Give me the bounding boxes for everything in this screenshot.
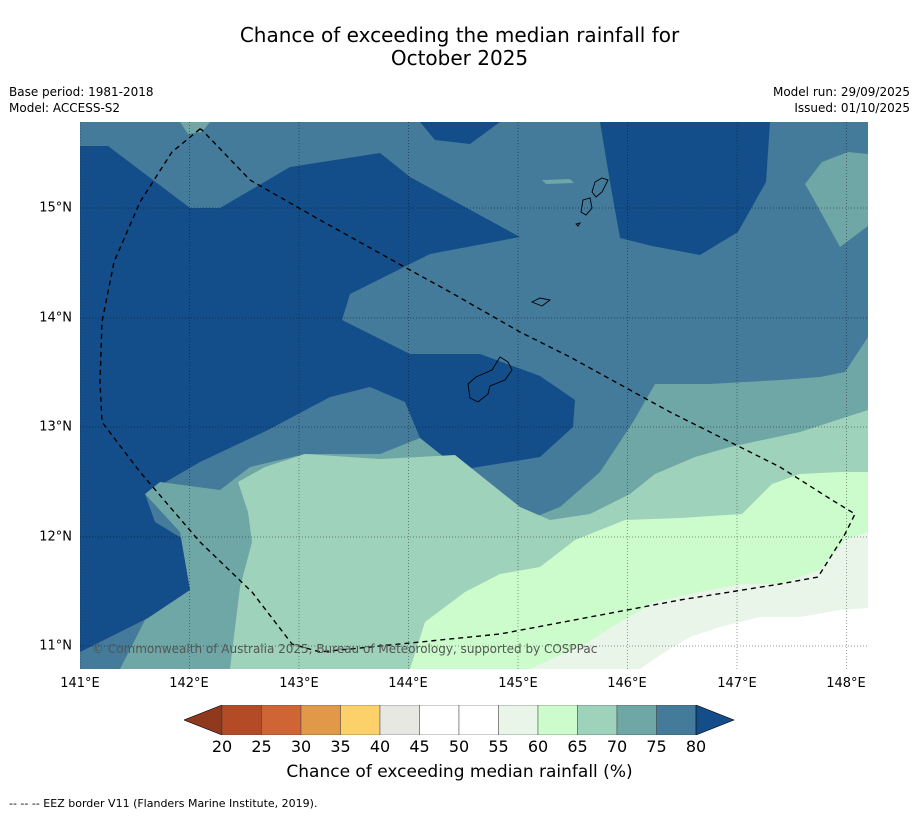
colorbar-label: 45 bbox=[409, 737, 430, 756]
colorbar-swatch bbox=[379, 705, 420, 735]
map-title-line2: October 2025 bbox=[390, 46, 529, 70]
colorbar bbox=[184, 705, 735, 735]
meta-right: Model run: 29/09/2025 Issued: 01/10/2025 bbox=[773, 84, 910, 116]
y-tick-13n: 13°N bbox=[39, 419, 72, 435]
colorbar-label: 30 bbox=[290, 737, 312, 756]
map-title-line1: Chance of exceeding the median rainfall … bbox=[239, 23, 680, 47]
contour-70-75-blob bbox=[542, 179, 574, 184]
colorbar-label: 60 bbox=[527, 737, 549, 756]
model-run-text: Model run: 29/09/2025 bbox=[772, 85, 910, 99]
base-period-text: Base period: 1981-2018 bbox=[9, 85, 154, 99]
colorbar-extend-low bbox=[184, 705, 223, 735]
x-tick-141: 141°E bbox=[60, 676, 100, 691]
eez-legend-footer: -- -- -- EEZ border V11 (Flanders Marine… bbox=[9, 797, 318, 810]
colorbar-swatch bbox=[300, 705, 341, 735]
colorbar-swatch bbox=[577, 705, 618, 735]
colorbar-label: 40 bbox=[369, 737, 391, 756]
x-tick-142: 142°E bbox=[169, 676, 209, 691]
x-tick-145: 145°E bbox=[498, 676, 538, 691]
meta-left: Base period: 1981-2018 Model: ACCESS-S2 bbox=[9, 84, 154, 116]
colorbar-title: Chance of exceeding median rainfall (%) bbox=[286, 762, 633, 782]
colorbar-swatch bbox=[221, 705, 262, 735]
x-tick-147: 147°E bbox=[717, 676, 757, 691]
y-tick-12n: 12°N bbox=[39, 529, 72, 545]
colorbar-label: 35 bbox=[330, 737, 351, 756]
island-guam bbox=[467, 356, 513, 403]
island-aguijan bbox=[575, 222, 582, 227]
island-saipan bbox=[591, 177, 609, 198]
y-tick-15n: 15°N bbox=[39, 200, 72, 216]
x-tick-146: 146°E bbox=[607, 676, 647, 691]
colorbar-label: 65 bbox=[567, 737, 588, 756]
x-tick-144: 144°E bbox=[388, 676, 428, 691]
y-tick-14n: 14°N bbox=[39, 310, 72, 326]
colorbar-label: 55 bbox=[488, 737, 509, 756]
colorbar-label: 70 bbox=[606, 737, 628, 756]
y-tick-11n: 11°N bbox=[39, 638, 72, 654]
colorbar-swatch bbox=[656, 705, 697, 735]
colorbar-swatch bbox=[419, 705, 460, 735]
x-tick-148: 148°E bbox=[826, 676, 866, 691]
copyright-text: © Commonwealth of Australia 2025, Bureau… bbox=[92, 642, 597, 656]
islands bbox=[467, 177, 609, 403]
colorbar-label: 25 bbox=[251, 737, 272, 756]
colorbar-swatch bbox=[537, 705, 578, 735]
contour-gt80-northeast bbox=[420, 122, 770, 255]
island-tinian bbox=[580, 197, 593, 216]
colorbar-swatch bbox=[458, 705, 499, 735]
colorbar-label: 20 bbox=[211, 737, 233, 756]
colorbar-swatch bbox=[261, 705, 302, 735]
colorbar-swatch bbox=[616, 705, 657, 735]
issued-text: Issued: 01/10/2025 bbox=[794, 101, 910, 115]
contour-50-55-band bbox=[640, 608, 868, 669]
forecast-map: © Commonwealth of Australia 2025, Bureau… bbox=[80, 122, 868, 669]
x-tick-143: 143°E bbox=[279, 676, 319, 691]
eez-border bbox=[99, 128, 856, 653]
contour-gt80-west bbox=[80, 146, 575, 652]
model-text: Model: ACCESS-S2 bbox=[9, 101, 121, 115]
colorbar-label: 50 bbox=[448, 737, 470, 756]
colorbar-label: 80 bbox=[685, 737, 707, 756]
colorbar-extend-high bbox=[695, 705, 735, 735]
colorbar-swatch bbox=[340, 705, 381, 735]
colorbar-swatch bbox=[498, 705, 539, 735]
island-rota bbox=[530, 297, 552, 307]
colorbar-label: 75 bbox=[646, 737, 667, 756]
contour-70-75-northeast bbox=[805, 152, 868, 247]
